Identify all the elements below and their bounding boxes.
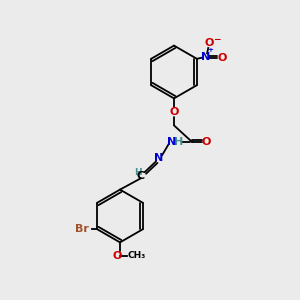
Text: N: N (201, 52, 210, 62)
Text: −: − (213, 34, 220, 43)
Text: O: O (113, 250, 122, 261)
Text: +: + (208, 47, 214, 53)
Text: O: O (169, 107, 179, 117)
Text: CH₃: CH₃ (128, 251, 146, 260)
Text: H: H (174, 137, 183, 147)
Text: N: N (167, 137, 176, 147)
Text: O: O (217, 52, 226, 63)
Text: H: H (134, 168, 142, 177)
Text: O: O (204, 38, 214, 48)
Text: Br: Br (75, 224, 89, 234)
Text: O: O (202, 137, 211, 147)
Text: C: C (137, 171, 145, 181)
Text: N: N (154, 153, 164, 164)
